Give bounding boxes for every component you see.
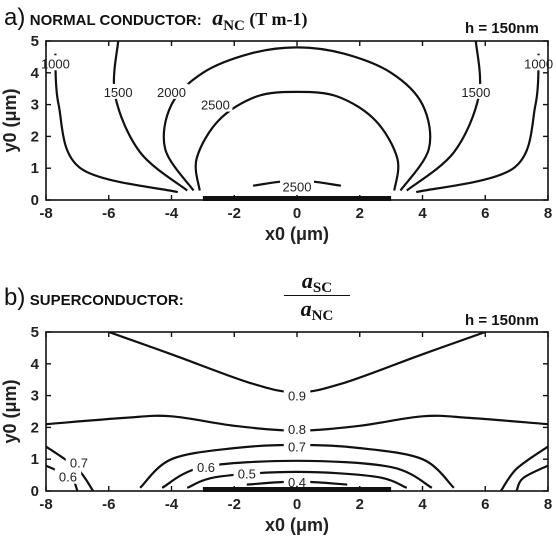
panel-b-contour-label-bg-5 <box>283 474 311 490</box>
panel-a-contour-label-0: 2500 <box>283 180 312 195</box>
panel-b-title: SUPERCONDUCTOR: <box>29 292 184 309</box>
panel-a-xtick-label-3: -2 <box>228 205 241 222</box>
panel-a-contour-1 <box>194 90 400 191</box>
panel-a-contour-label-3: 1500 <box>104 85 133 100</box>
panel-a-xtick-label-4: 0 <box>293 205 301 222</box>
ratio-denominator-sub: NC <box>311 308 334 324</box>
ratio-numerator: a <box>301 268 313 293</box>
panel-b-label: b) <box>4 284 26 311</box>
panel-a-contour-5 <box>54 53 179 194</box>
panel-b-xtick-label-6: 4 <box>418 496 427 513</box>
panel-a-contour-label-bg-2 <box>154 83 189 99</box>
panel-b-xtick-label-5: 2 <box>356 496 364 513</box>
panel-b-xtick-label-4: 0 <box>293 496 301 513</box>
panel-b-xtick-label-3: -2 <box>228 496 241 513</box>
panel-b-contour-label-bg-1 <box>283 420 311 436</box>
ratio-bar <box>284 295 350 296</box>
panel-a-units: (T m-1) <box>249 9 308 29</box>
panel-a-header: a) NORMAL CONDUCTOR: aNC (T m-1) <box>4 4 308 34</box>
panel-a-contour-label-5: 1000 <box>41 56 70 71</box>
panel-a-xtick-label-8: 8 <box>544 205 552 222</box>
panel-a-ytick-label-5: 5 <box>31 33 39 50</box>
panel-a-contour-label-bg-1 <box>198 96 233 112</box>
panel-a-contour-label-bg-6 <box>521 55 556 71</box>
panel-b-annotation: h = 150nm <box>465 312 539 329</box>
panel-a-contour-label-bg-4 <box>458 83 493 99</box>
panel-b-contour-label-bg-0 <box>283 387 311 403</box>
panel-b-plot-frame <box>45 331 549 492</box>
panel-a-contour-3 <box>112 41 188 192</box>
panel-a-contour-label-4: 1500 <box>461 85 490 100</box>
panel-a-contour-label-bg-3 <box>101 83 136 99</box>
panel-b-contour-0 <box>108 332 486 394</box>
panel-a-xtick-label-1: -6 <box>102 205 115 222</box>
panel-a-contour-label-bg-0 <box>280 178 314 194</box>
panel-a-contour-4 <box>406 41 482 192</box>
panel-b-contour-label-2: 0.7 <box>288 439 306 454</box>
panel-b-contour-label-bg-7 <box>54 468 82 484</box>
panel-b-xtick-label-0: -8 <box>39 496 52 513</box>
panel-b-contour-label-0: 0.9 <box>288 389 306 404</box>
panel-a-quantity-sub: NC <box>223 18 245 34</box>
panel-a-xtick-label-6: 4 <box>418 205 427 222</box>
panel-a-ytick-label-2: 2 <box>31 128 39 145</box>
panel-b-ylabel: y0 (μm) <box>0 379 20 443</box>
panel-a-contour-label-bg-5 <box>38 55 73 71</box>
panel-b-ytick-label-1: 1 <box>31 451 39 468</box>
panel-a-contour-label-2: 2000 <box>157 85 186 100</box>
panel-b-header: b) SUPERCONDUCTOR: <box>4 284 184 312</box>
panel-b-contour-3 <box>161 459 433 489</box>
panel-a-xtick-label-2: -4 <box>165 205 179 222</box>
panel-b-contour-label-6: 0.7 <box>70 455 88 470</box>
panel-a-ylabel: y0 (μm) <box>0 88 20 152</box>
panel-b-contour-8 <box>499 445 548 491</box>
panel-b-ratio: aSC aNC <box>282 268 352 324</box>
panel-b-contour-label-bg-3 <box>192 459 220 475</box>
panel-a-ytick-label-0: 0 <box>31 192 39 209</box>
panel-b-contour-label-3: 0.6 <box>197 460 215 475</box>
ratio-numerator-sub: SC <box>312 280 333 296</box>
panel-a-xtick-label-7: 6 <box>481 205 489 222</box>
panel-b-contour-label-bg-4 <box>233 465 261 481</box>
panel-b-contour-label-bg-6 <box>65 454 93 470</box>
panel-a-contour-label-6: 1000 <box>524 56 553 71</box>
panel-b-contour-4 <box>186 470 408 489</box>
panel-b-xtick-label-2: -4 <box>165 496 179 513</box>
panel-b-xtick-label-1: -6 <box>102 496 115 513</box>
panel-b-ytick-label-0: 0 <box>31 483 39 500</box>
panel-b-ytick-label-2: 2 <box>31 419 39 436</box>
panel-a-quantity: a <box>212 5 224 30</box>
panel-a-annotation: h = 150nm <box>465 20 539 37</box>
panel-a-plot-frame <box>45 40 549 201</box>
panel-a-xtick-label-0: -8 <box>39 205 52 222</box>
panel-b-xtick-label-8: 8 <box>544 496 552 513</box>
panel-b-xtick-label-7: 6 <box>481 496 489 513</box>
panel-a-title: NORMAL CONDUCTOR: <box>29 12 202 29</box>
panel-b-ytick-label-4: 4 <box>31 356 40 373</box>
panel-a-contour-label-1: 2500 <box>201 98 230 113</box>
panel-b-contour-label-bg-2 <box>283 438 311 454</box>
panel-b-contour-label-7: 0.6 <box>59 470 77 485</box>
panel-a-contour-6 <box>415 53 540 194</box>
panel-b-ytick-label-3: 3 <box>31 388 39 405</box>
panel-b-contour-label-1: 0.8 <box>288 422 306 437</box>
panel-b-contour-9 <box>515 464 548 491</box>
panel-b-contour-label-5: 0.4 <box>288 475 306 490</box>
panel-b-xlabel: x0 (μm) <box>265 515 329 535</box>
panel-b-ytick-label-5: 5 <box>31 324 39 341</box>
panel-a-contour-2 <box>162 46 432 192</box>
panel-b-contour-label-4: 0.5 <box>238 467 256 482</box>
panel-a-xtick-label-5: 2 <box>356 205 364 222</box>
panel-a-ytick-label-4: 4 <box>31 65 40 82</box>
panel-a-ytick-label-3: 3 <box>31 97 39 114</box>
panel-a-label: a) <box>4 4 26 31</box>
panel-a-xlabel: x0 (μm) <box>265 224 329 244</box>
ratio-denominator: a <box>300 296 312 321</box>
panel-a-ytick-label-1: 1 <box>31 160 39 177</box>
